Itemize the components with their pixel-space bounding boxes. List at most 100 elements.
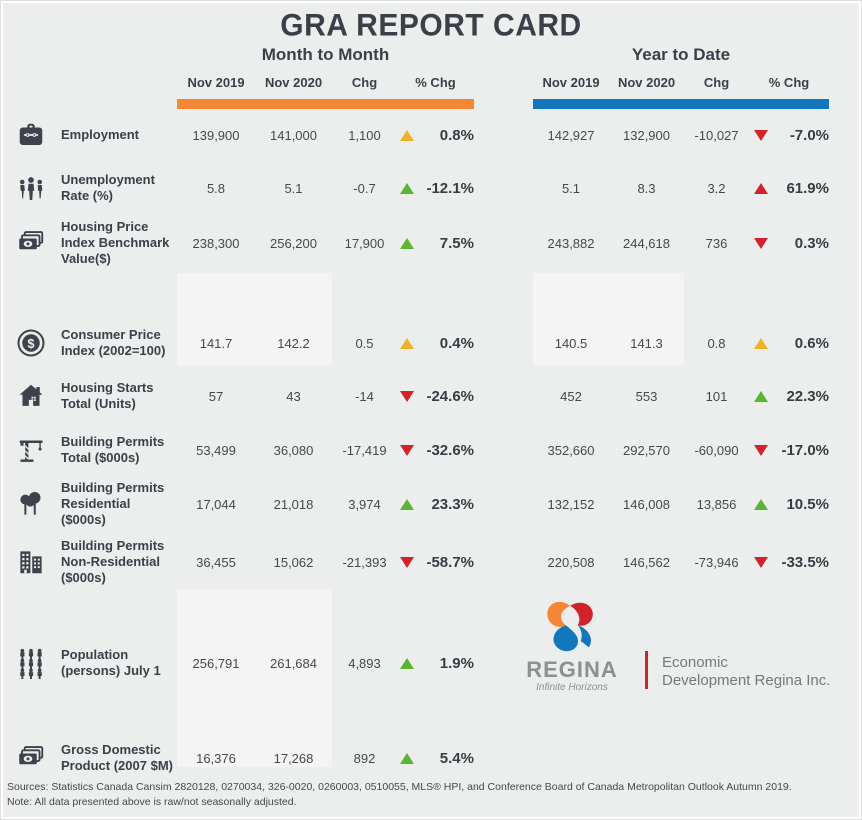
col-header: Nov 2020 [617,74,676,90]
value-cell: 53,499 [196,442,236,458]
col-header: Nov 2019 [187,74,245,90]
value-cell: 261,684 [270,655,317,671]
value-cell: 141.3 [630,335,663,351]
change-indicator [753,129,768,141]
row-label: Housing Price Index Benchmark Value($) [61,218,170,267]
banknotes-icon [19,231,44,250]
pct-cell: -7.0% [789,126,829,144]
subheader-oct: Oct 2019 Oct 2020 Oct 2019 Oct 2020 [1,275,861,297]
value-cell: 256,200 [270,235,317,251]
value-cell: 17,044 [196,496,236,512]
row-label: Building Permits Total ($000s) [61,433,165,465]
value-cell: 146,562 [623,554,670,570]
header-bars [1,99,861,109]
logo-divider [645,651,648,689]
value-cell: 352,660 [547,442,595,458]
note-text: Note: All data presented above is raw/no… [7,796,297,809]
value-cell: 16,376 [196,750,236,766]
logo-org-name: Economic Development Regina Inc. [662,653,831,690]
section-titles: Month to Month Year to Date [1,45,861,71]
value-cell: 553 [635,388,658,404]
value-cell: 5.8 [206,180,226,196]
value-cell: 141,000 [270,127,317,143]
value-cell: 5.1 [284,180,303,196]
col-header: Nov 2019 [542,74,600,90]
value-cell: 140.5 [554,335,588,351]
change-cell: -17,419 [342,442,387,458]
logo-tagline: Infinite Horizons [536,682,608,693]
col-header: Chg [703,74,730,90]
value-cell: 21,018 [273,496,314,512]
value-cell: 132,152 [547,496,595,512]
subheader-bars [1,719,861,729]
row-label: Unemployment Rate (%) [61,171,155,203]
footer-notes: Sources: Statistics Canada Cansim 282012… [7,780,792,812]
change-indicator [400,182,414,194]
change-indicator [753,182,768,194]
value-cell: 142.2 [277,335,310,351]
change-indicator [753,337,768,349]
value-cell: 57 [208,388,224,404]
change-indicator [400,390,414,402]
table-row: Building Permits Non-Residential ($000s)… [1,531,861,593]
row-label: Consumer Price Index (2002=100) [61,326,166,358]
table-row: Gross Domestic Product (2007 $M) 16,376 … [1,733,861,783]
highlight-panel [533,273,684,365]
row-label: Employment [61,126,140,142]
change-cell: 736 [705,235,728,251]
sources-text: Sources: Statistics Canada Cansim 282012… [7,780,792,793]
value-cell: 43 [286,388,301,404]
trees-icon [20,492,41,515]
pct-cell: 5.4% [439,749,474,767]
change-indicator [400,752,414,764]
pct-cell: -32.6% [426,441,474,459]
year-to-date-title: Year to Date [631,45,731,64]
pct-cell: -33.5% [781,553,829,571]
value-cell: 36,455 [196,554,236,570]
change-cell: -0.7 [353,180,376,196]
month-to-month-title: Month to Month [261,45,390,64]
value-cell: 452 [560,388,582,404]
table-row: Building Permits Residential ($000s) 17,… [1,477,861,531]
table-row: Unemployment Rate (%) 5.8 5.1 -0.7 -12.1… [1,161,861,215]
value-cell: 36,080 [273,442,314,458]
pct-cell: 0.3% [794,234,829,252]
banknotes-icon [19,746,44,765]
change-cell: 3,974 [348,496,381,512]
column-headers: Nov 2019 Nov 2020 Chg % Chg Nov 2019 Nov… [1,71,861,93]
pct-cell: -12.1% [426,179,474,197]
change-cell: -73,946 [694,554,739,570]
pct-cell: 0.8% [439,126,474,144]
people-icon [20,177,43,200]
change-indicator [400,556,414,568]
change-cell: -14 [355,388,374,404]
value-cell: 243,882 [547,235,595,251]
change-cell: 1,100 [348,127,381,143]
briefcase-icon [19,123,43,145]
value-cell: 244,618 [623,235,670,251]
change-indicator [400,444,414,456]
value-cell: 256,791 [192,655,240,671]
regina-logo: REGINA Infinite Horizons Economic Develo… [513,599,830,693]
logo-wordmark: REGINA [526,657,618,682]
svg-text:$: $ [28,337,35,351]
table-row: Employment 139,900 141,000 1,100 0.8% 14… [1,109,861,161]
value-cell: 132,900 [623,127,670,143]
orange-header-bar [177,99,474,109]
change-cell: -10,027 [694,127,739,143]
change-indicator [400,498,414,510]
change-cell: 4,893 [348,655,381,671]
value-cell: 141.7 [199,335,233,351]
subheader-gdp: 2020 2021f [1,691,861,713]
buildings-icon [20,551,42,574]
value-cell: 17,268 [273,750,314,766]
page-title: GRA REPORT CARD [280,8,582,43]
table-row: Housing Price Index Benchmark Value($) 2… [1,215,861,271]
table-row: Building Permits Total ($000s) 53,499 36… [1,423,861,477]
change-indicator [753,390,768,402]
change-indicator [400,129,414,141]
pct-cell: 23.3% [431,495,474,513]
pct-cell: 1.9% [439,654,474,672]
change-indicator [753,556,768,568]
pct-cell: 22.3% [786,387,829,405]
